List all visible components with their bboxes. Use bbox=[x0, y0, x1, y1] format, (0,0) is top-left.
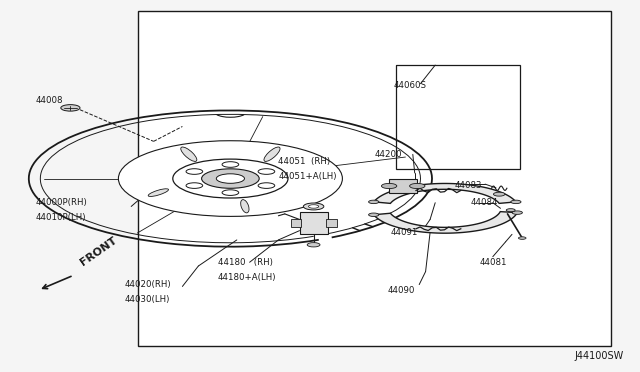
Text: 44051  (RH): 44051 (RH) bbox=[278, 157, 330, 166]
Ellipse shape bbox=[264, 147, 280, 161]
Bar bbox=[326, 219, 337, 227]
Text: 44010P(LH): 44010P(LH) bbox=[35, 213, 86, 222]
Text: 44008: 44008 bbox=[35, 96, 63, 105]
Ellipse shape bbox=[369, 200, 379, 203]
Ellipse shape bbox=[518, 237, 526, 239]
Ellipse shape bbox=[308, 205, 319, 208]
Ellipse shape bbox=[180, 147, 197, 161]
Text: 44180   (RH): 44180 (RH) bbox=[218, 258, 273, 267]
Text: 44200: 44200 bbox=[374, 150, 402, 159]
Text: 44020(RH): 44020(RH) bbox=[125, 280, 172, 289]
Ellipse shape bbox=[216, 174, 244, 183]
Text: 44060S: 44060S bbox=[394, 81, 427, 90]
Text: 44090: 44090 bbox=[387, 286, 415, 295]
Ellipse shape bbox=[118, 141, 342, 217]
Ellipse shape bbox=[241, 200, 249, 213]
Ellipse shape bbox=[506, 209, 515, 212]
Polygon shape bbox=[374, 183, 516, 203]
Ellipse shape bbox=[186, 169, 203, 174]
Polygon shape bbox=[374, 212, 517, 233]
Text: 44180+A(LH): 44180+A(LH) bbox=[218, 273, 276, 282]
Ellipse shape bbox=[512, 211, 522, 214]
Ellipse shape bbox=[381, 183, 397, 189]
Ellipse shape bbox=[511, 200, 521, 203]
Ellipse shape bbox=[493, 192, 505, 196]
Bar bbox=[396, 65, 520, 169]
Bar bbox=[138, 11, 611, 346]
Text: 44084: 44084 bbox=[470, 198, 498, 207]
Ellipse shape bbox=[410, 183, 425, 189]
Ellipse shape bbox=[307, 243, 320, 247]
Ellipse shape bbox=[303, 203, 324, 210]
Text: 44083: 44083 bbox=[454, 182, 482, 190]
Ellipse shape bbox=[173, 159, 288, 198]
Text: 44030(LH): 44030(LH) bbox=[125, 295, 170, 304]
Ellipse shape bbox=[222, 190, 239, 195]
Text: 44000P(RH): 44000P(RH) bbox=[35, 198, 87, 207]
Ellipse shape bbox=[61, 105, 80, 111]
Text: 44051+A(LH): 44051+A(LH) bbox=[278, 172, 337, 181]
Bar bbox=[389, 179, 417, 193]
Ellipse shape bbox=[148, 189, 168, 196]
Bar bbox=[291, 219, 301, 227]
Ellipse shape bbox=[202, 169, 259, 188]
Text: 44081: 44081 bbox=[480, 258, 508, 267]
Ellipse shape bbox=[186, 183, 203, 188]
Ellipse shape bbox=[222, 162, 239, 167]
Text: J44100SW: J44100SW bbox=[575, 351, 624, 361]
Text: 44091: 44091 bbox=[390, 228, 418, 237]
Text: FRONT: FRONT bbox=[79, 235, 119, 268]
Ellipse shape bbox=[258, 183, 275, 188]
Bar bbox=[300, 212, 328, 234]
Ellipse shape bbox=[258, 169, 275, 174]
Ellipse shape bbox=[369, 213, 379, 217]
